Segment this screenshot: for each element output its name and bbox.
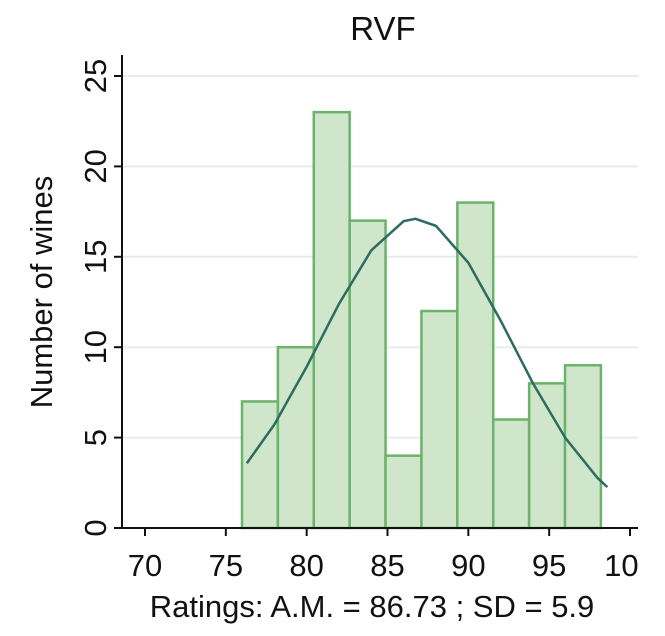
bar bbox=[276, 345, 316, 530]
bar bbox=[240, 400, 280, 530]
bar bbox=[491, 418, 531, 530]
y-tick-label: 20 bbox=[78, 149, 113, 183]
y-tick-label: 0 bbox=[78, 519, 113, 536]
x-axis-label: Ratings: A.M. = 86.73 ; SD = 5.9 bbox=[150, 589, 595, 624]
bar bbox=[420, 309, 459, 530]
plot: RVF Number of wines Ratings: A.M. = 86.7… bbox=[24, 10, 656, 624]
bar bbox=[348, 219, 387, 530]
bar bbox=[456, 201, 495, 530]
y-tick-label: 10 bbox=[78, 330, 113, 364]
y-tick-label: 25 bbox=[78, 59, 113, 93]
x-tick-label: 85 bbox=[370, 548, 404, 583]
bar bbox=[384, 454, 423, 530]
x-tick-label: 95 bbox=[532, 548, 566, 583]
y-tick-label: 5 bbox=[78, 429, 113, 446]
y-tick-label: 15 bbox=[78, 240, 113, 274]
density-curve bbox=[245, 217, 609, 489]
bar bbox=[563, 364, 603, 530]
x-tick-label: 90 bbox=[451, 548, 485, 583]
x-tick-label: 75 bbox=[209, 548, 243, 583]
chart-title: RVF bbox=[350, 10, 415, 47]
x-tick-label: 100 bbox=[604, 548, 656, 583]
x-tick-label: 80 bbox=[289, 548, 323, 583]
x-tick-label: 70 bbox=[128, 548, 162, 583]
y-axis-label: Number of wines bbox=[24, 176, 59, 409]
